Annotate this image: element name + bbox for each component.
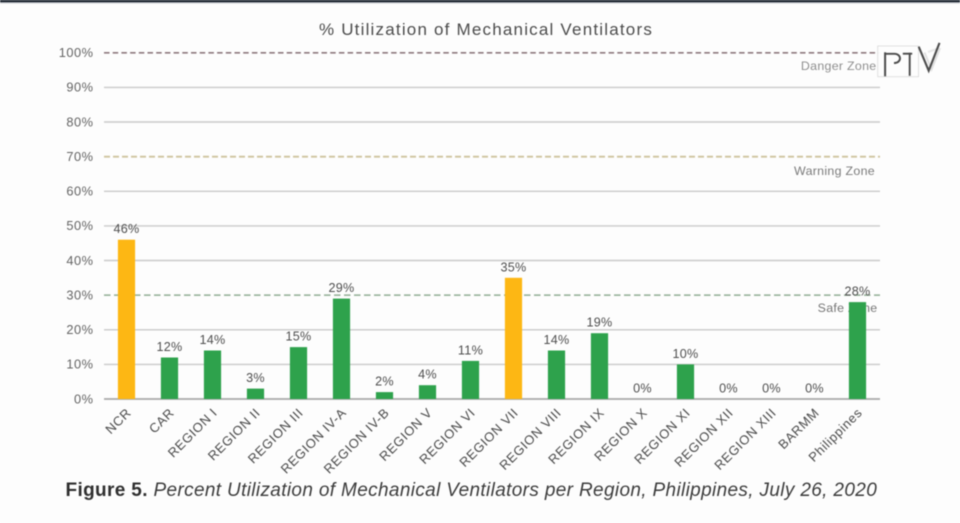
svg-text:46%: 46% bbox=[113, 222, 139, 236]
svg-text:3%: 3% bbox=[246, 371, 265, 385]
svg-text:10%: 10% bbox=[66, 357, 93, 372]
svg-text:Warning Zone: Warning Zone bbox=[794, 164, 875, 178]
svg-text:14%: 14% bbox=[199, 333, 225, 347]
svg-text:19%: 19% bbox=[586, 316, 612, 330]
svg-text:70%: 70% bbox=[66, 149, 93, 164]
svg-text:Figure 5. Percent Utilization: Figure 5. Percent Utilization of Mechani… bbox=[66, 480, 878, 501]
svg-text:11%: 11% bbox=[458, 343, 483, 357]
svg-text:0%: 0% bbox=[762, 382, 781, 396]
svg-text:15%: 15% bbox=[285, 330, 311, 344]
svg-text:4%: 4% bbox=[418, 368, 437, 382]
svg-text:20%: 20% bbox=[66, 322, 93, 337]
svg-text:50%: 50% bbox=[66, 218, 93, 233]
svg-text:40%: 40% bbox=[66, 253, 93, 268]
svg-text:10%: 10% bbox=[672, 347, 698, 361]
svg-text:60%: 60% bbox=[66, 184, 93, 199]
svg-text:90%: 90% bbox=[66, 80, 93, 95]
svg-text:0%: 0% bbox=[805, 382, 824, 396]
svg-text:29%: 29% bbox=[328, 281, 354, 295]
svg-text:14%: 14% bbox=[543, 333, 569, 347]
svg-text:100%: 100% bbox=[59, 45, 94, 60]
svg-text:0%: 0% bbox=[719, 382, 738, 396]
svg-text:% Utilization of Mechanical Ve: % Utilization of Mechanical Ventilators bbox=[319, 20, 653, 39]
svg-text:30%: 30% bbox=[66, 287, 93, 302]
svg-text:Safe Zone: Safe Zone bbox=[818, 301, 878, 315]
svg-text:0%: 0% bbox=[633, 382, 652, 396]
svg-text:2%: 2% bbox=[375, 375, 394, 389]
svg-text:0%: 0% bbox=[74, 391, 94, 406]
svg-text:28%: 28% bbox=[844, 285, 870, 299]
svg-text:35%: 35% bbox=[500, 260, 526, 274]
svg-text:12%: 12% bbox=[156, 340, 182, 354]
svg-text:80%: 80% bbox=[66, 114, 93, 129]
svg-text:Danger Zone: Danger Zone bbox=[801, 59, 877, 73]
